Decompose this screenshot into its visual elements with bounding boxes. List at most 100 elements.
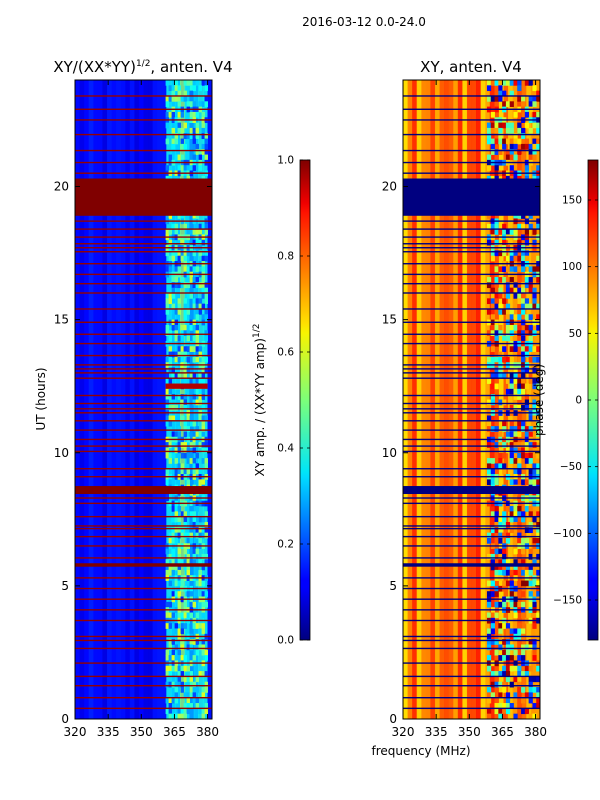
heatmap-cell <box>486 330 492 336</box>
heatmap-cell <box>189 671 193 677</box>
heatmap-cell <box>204 559 208 565</box>
heatmap-cell <box>509 479 514 486</box>
heatmap-cell <box>532 303 537 310</box>
flag-line <box>403 647 540 650</box>
heatmap-cell <box>174 372 178 379</box>
heatmap-cell <box>183 559 187 565</box>
heatmap-cell <box>536 255 540 262</box>
heatmap-cell <box>180 351 184 358</box>
flag-line <box>403 247 540 249</box>
heatmap-cell <box>505 580 511 587</box>
heatmap-cell <box>174 468 178 475</box>
heatmap-cell <box>183 133 187 139</box>
heatmap-cell <box>532 399 537 406</box>
heatmap-cell <box>177 681 181 688</box>
heatmap-cell <box>180 277 184 283</box>
heatmap-cell <box>171 404 175 411</box>
heatmap-cell <box>174 133 178 139</box>
heatmap-cell <box>486 479 492 486</box>
heatmap-cell <box>186 591 190 597</box>
heatmap-cell <box>180 165 184 171</box>
heatmap-cell <box>201 127 205 134</box>
heatmap-cell <box>186 293 190 299</box>
heatmap-cell <box>195 143 199 150</box>
heatmap-cell <box>204 293 208 299</box>
flag-line <box>403 149 540 152</box>
heatmap-cell <box>509 506 514 512</box>
frequency-xlabel: frequency (MHz) <box>371 744 470 758</box>
heatmap-cell <box>201 612 205 619</box>
heatmap-cell <box>513 521 518 528</box>
heatmap-cell <box>201 415 205 422</box>
heatmap-cell <box>513 367 518 374</box>
heatmap-cell <box>204 154 208 161</box>
heatmap-cell <box>204 447 208 454</box>
heatmap-cell <box>517 553 522 560</box>
heatmap-cell <box>528 479 533 486</box>
heatmap-cell <box>168 569 172 576</box>
heatmap-cell <box>509 383 514 390</box>
heatmap-cell <box>201 447 205 454</box>
flag-line <box>403 598 540 600</box>
flag-line <box>75 263 212 265</box>
heatmap-cell <box>528 713 533 719</box>
heatmap-cell <box>198 708 202 715</box>
flag-line <box>75 236 212 238</box>
heatmap-cell <box>490 250 495 257</box>
heatmap-cell <box>204 223 208 230</box>
heatmap-cell <box>490 692 495 699</box>
heatmap-cell <box>532 703 537 709</box>
heatmap-cell <box>502 713 507 719</box>
flag-line <box>75 377 212 379</box>
heatmap-cell <box>183 95 187 102</box>
flag-line <box>403 438 540 441</box>
heatmap-cell <box>180 239 184 246</box>
heatmap-cell <box>494 527 499 534</box>
heatmap-cell <box>195 580 199 587</box>
heatmap-cell <box>201 372 205 379</box>
heatmap-cell <box>490 527 495 534</box>
heatmap-cell <box>490 468 495 475</box>
heatmap-cell <box>177 335 181 342</box>
heatmap-cell <box>204 314 208 321</box>
heatmap-cell <box>509 665 514 672</box>
heatmap-cell <box>171 399 175 406</box>
flag-line <box>403 635 540 638</box>
heatmap-cell <box>177 303 181 310</box>
heatmap-cell <box>502 655 507 661</box>
heatmap-cell <box>536 383 540 390</box>
heatmap-cell <box>509 426 514 432</box>
heatmap-cell <box>186 708 190 715</box>
heatmap-cell <box>528 426 533 432</box>
heatmap-cell <box>528 372 533 379</box>
flag-line <box>75 292 212 294</box>
heatmap-cell <box>532 149 537 155</box>
heatmap-cell <box>498 90 503 97</box>
heatmap-cell <box>198 388 202 395</box>
heatmap-cell <box>186 250 190 257</box>
heatmap-cell <box>168 255 172 262</box>
amplitude-panel: XY/(XX*YY)1/2, anten. V4 320 335 350 365 380… <box>34 58 233 739</box>
heatmap-cell <box>490 80 495 86</box>
heatmap-cell <box>486 463 492 470</box>
heatmap-cell <box>521 649 526 656</box>
heatmap-cell <box>528 527 533 534</box>
flag-line <box>75 412 212 414</box>
heatmap-cell <box>505 154 511 161</box>
heatmap-cell <box>192 399 196 406</box>
heatmap-cell <box>198 378 202 384</box>
heatmap-cell <box>521 452 526 459</box>
heatmap-cell <box>186 468 190 475</box>
heatmap-cell <box>490 426 495 432</box>
heatmap-cell <box>486 426 492 432</box>
heatmap-cell <box>486 122 492 129</box>
flag-line <box>75 368 212 370</box>
heatmap-cell <box>189 266 193 273</box>
heatmap-cell <box>171 559 175 565</box>
heatmap-cell <box>521 303 526 310</box>
heatmap-cell <box>528 564 533 571</box>
heatmap-cell <box>183 122 187 129</box>
heatmap-cell <box>192 111 196 118</box>
heatmap-cell <box>183 223 187 230</box>
